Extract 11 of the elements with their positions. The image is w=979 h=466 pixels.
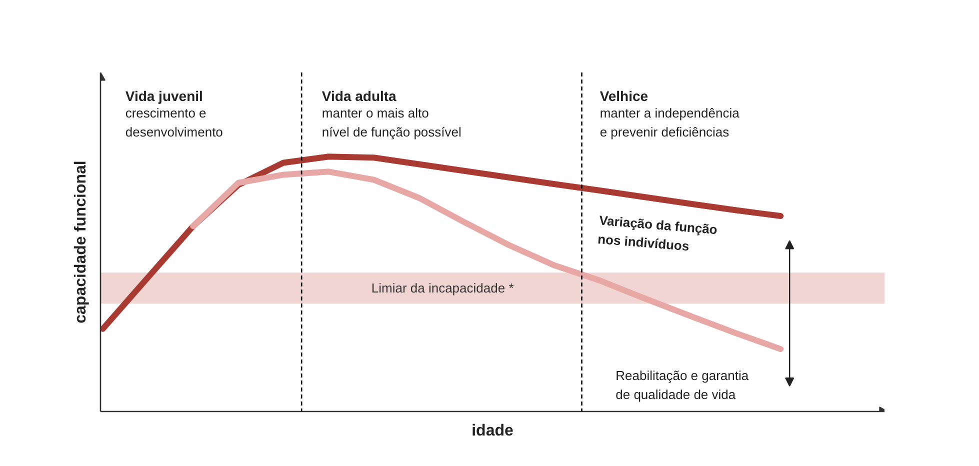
text: crescimento e desenvolvimento	[125, 106, 223, 140]
text: manter a independência e prevenir deficiências	[600, 106, 740, 140]
annotation: Variação da função nos indivíduos	[597, 212, 718, 254]
text: Vida adulta	[322, 88, 397, 104]
band-label: Limiar da incapacidade *	[371, 280, 514, 296]
text: Vida juvenil	[125, 88, 203, 104]
x-axis-title: idade	[472, 422, 514, 440]
text: Velhice	[600, 88, 648, 104]
text: manter o mais alto nível de função possível	[322, 106, 462, 140]
annotation: Reabilitação e garantia de qualidade de vida	[616, 368, 750, 402]
y-axis-title: capacidade funcional	[72, 160, 90, 324]
